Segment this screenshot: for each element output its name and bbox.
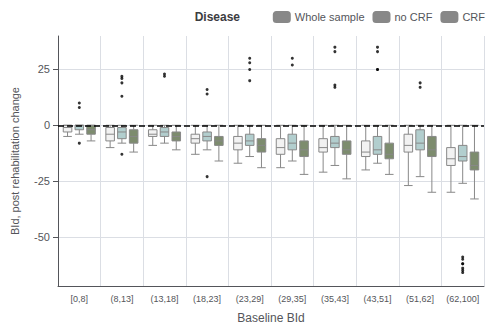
- svg-text:(43,51]: (43,51]: [363, 294, 391, 304]
- svg-text:-50: -50: [34, 231, 50, 243]
- svg-text:(23,29]: (23,29]: [236, 294, 264, 304]
- svg-text:0: 0: [44, 119, 50, 131]
- svg-text:(13,18]: (13,18]: [150, 294, 178, 304]
- svg-text:(18,23]: (18,23]: [193, 294, 221, 304]
- svg-text:Baseline BId: Baseline BId: [237, 311, 304, 325]
- svg-text:(29,35]: (29,35]: [278, 294, 306, 304]
- svg-text:no CRF: no CRF: [394, 11, 432, 23]
- svg-text:(35,43]: (35,43]: [321, 294, 349, 304]
- svg-text:(8,13]: (8,13]: [110, 294, 133, 304]
- svg-text:CRF: CRF: [462, 11, 485, 23]
- svg-text:(51,62]: (51,62]: [406, 294, 434, 304]
- svg-text:[0,8]: [0,8]: [71, 294, 89, 304]
- svg-text:-25: -25: [34, 175, 50, 187]
- svg-text:Disease: Disease: [195, 10, 241, 24]
- svg-text:BId, post rehabilitation chang: BId, post rehabilitation change: [9, 87, 21, 235]
- svg-text:Whole sample: Whole sample: [295, 11, 365, 23]
- svg-text:(62,100]: (62,100]: [446, 294, 479, 304]
- svg-text:25: 25: [38, 63, 50, 75]
